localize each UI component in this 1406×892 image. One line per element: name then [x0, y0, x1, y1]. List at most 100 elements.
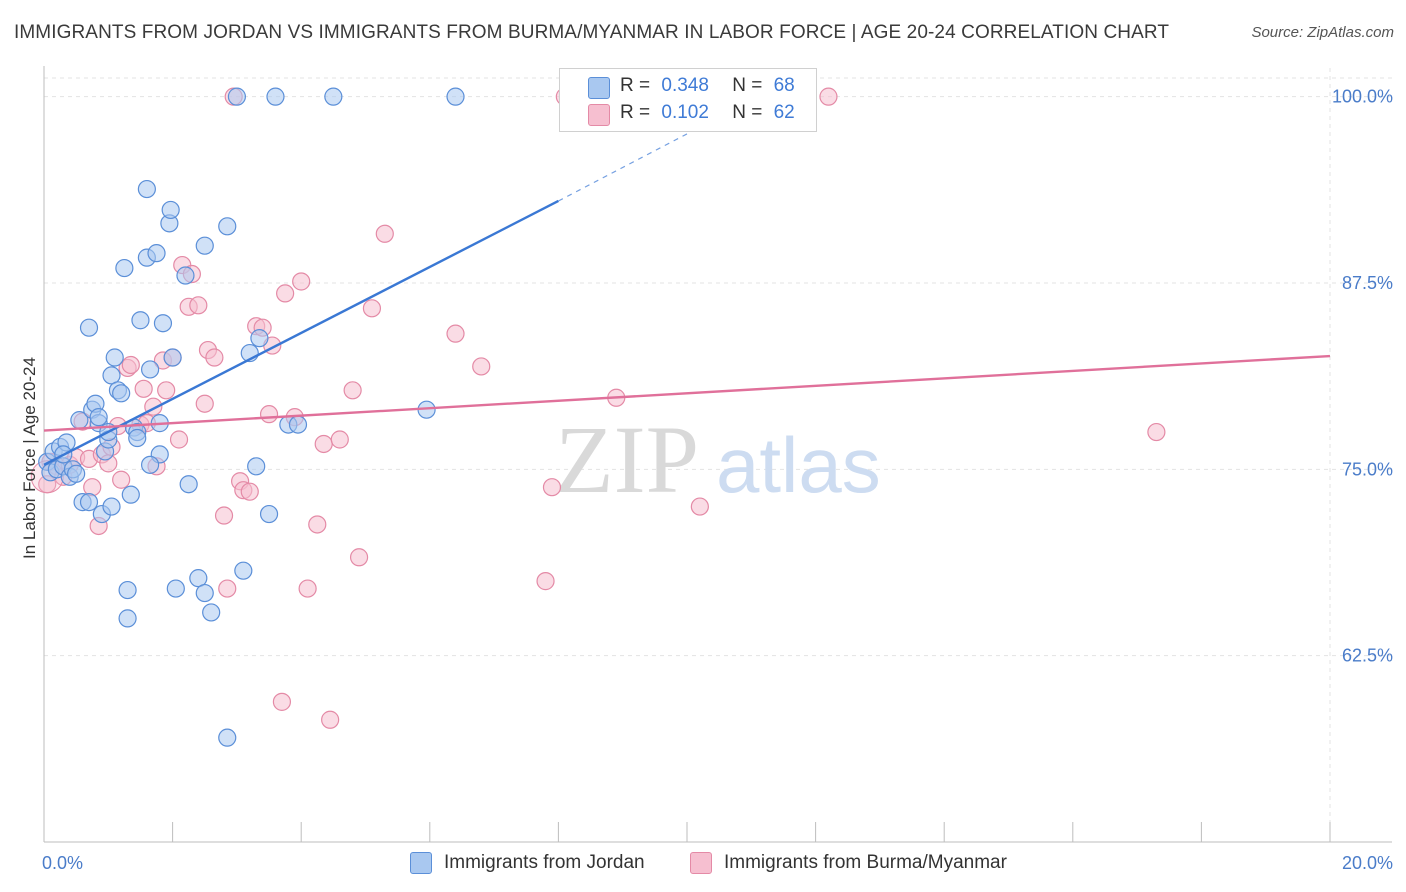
data-point — [375, 224, 394, 243]
data-point — [446, 324, 465, 343]
data-point — [324, 87, 343, 106]
trend-layer — [43, 133, 1331, 466]
data-point — [536, 572, 555, 591]
data-point — [195, 583, 214, 603]
data-point — [166, 579, 185, 598]
jordan-n-label: N = — [732, 75, 763, 96]
data-point — [195, 394, 214, 413]
y-tick-label: 87.5% — [1342, 273, 1393, 293]
jordan-points — [38, 87, 465, 747]
jordan-n-value: 68 — [773, 75, 795, 96]
data-point — [147, 244, 166, 263]
stats-legend: R = 0.348 N = 68 R = 0.102 N = 62 — [559, 68, 817, 132]
data-point — [161, 200, 180, 220]
burma-n-value: 62 — [773, 102, 795, 123]
data-point — [169, 430, 189, 449]
data-point — [153, 314, 173, 333]
data-point — [298, 579, 317, 598]
data-point — [272, 692, 292, 711]
burma-n-label: N = — [732, 102, 763, 123]
data-point — [140, 360, 160, 379]
data-point — [234, 561, 253, 580]
x-tick-label: 0.0% — [42, 853, 83, 873]
data-point — [362, 299, 382, 318]
jordan-trend-extension — [558, 133, 688, 202]
data-point — [131, 311, 150, 330]
data-point — [112, 470, 131, 489]
data-point — [189, 296, 208, 315]
data-point — [288, 415, 308, 434]
burma-r-value: 0.102 — [661, 102, 709, 123]
data-point — [102, 497, 121, 516]
data-point — [690, 497, 709, 516]
data-point — [308, 515, 327, 534]
data-point — [330, 430, 349, 449]
data-point — [266, 87, 285, 106]
data-point — [121, 355, 140, 375]
x-tick-label: 20.0% — [1342, 853, 1393, 873]
data-point — [321, 710, 340, 729]
data-point — [176, 266, 195, 285]
data-point — [115, 258, 134, 278]
data-point — [247, 457, 266, 476]
data-point — [472, 357, 491, 376]
data-point — [542, 478, 562, 497]
jordan-r-value: 0.348 — [661, 75, 709, 96]
data-point — [227, 87, 246, 106]
burma-swatch-icon — [588, 104, 610, 126]
data-point — [214, 506, 234, 525]
data-point — [349, 548, 369, 567]
data-point — [105, 348, 124, 367]
data-point — [195, 236, 214, 255]
source-credit: Source: ZipAtlas.com — [1251, 24, 1394, 41]
y-tick-label: 75.0% — [1342, 459, 1393, 479]
jordan-trend-line — [43, 199, 559, 466]
data-point — [1147, 422, 1166, 442]
data-point — [259, 504, 279, 524]
data-point — [112, 384, 131, 403]
data-point — [79, 318, 99, 337]
data-point — [202, 603, 221, 622]
data-point — [137, 179, 156, 199]
data-point — [118, 609, 137, 628]
data-point — [67, 464, 86, 483]
data-point — [446, 87, 465, 106]
jordan-r-label: R = — [620, 75, 651, 96]
data-point — [83, 478, 102, 497]
burma-trend-line — [43, 354, 1331, 432]
data-point — [118, 580, 137, 600]
y-tick-label: 100.0% — [1332, 87, 1393, 107]
data-point — [79, 493, 99, 512]
watermark: ZIP atlas — [555, 406, 881, 513]
data-point — [240, 482, 259, 501]
data-point — [128, 428, 147, 448]
data-point — [218, 217, 237, 236]
data-point — [179, 475, 198, 494]
y-tick-label: 62.5% — [1342, 646, 1393, 666]
data-point — [134, 379, 153, 398]
burma-r-label: R = — [620, 102, 651, 123]
data-point — [259, 405, 279, 424]
data-point — [343, 381, 362, 400]
data-point — [276, 284, 295, 303]
burma-legend-swatch-icon — [690, 852, 712, 874]
data-point — [89, 408, 108, 427]
data-point — [121, 485, 140, 504]
jordan-legend-swatch-icon — [410, 852, 432, 874]
jordan-swatch-icon — [588, 77, 610, 99]
burma-legend-label: Immigrants from Burma/Myanmar — [724, 852, 1007, 873]
y-axis-label: In Labor Force | Age 20-24 — [20, 357, 39, 559]
data-point — [163, 348, 182, 367]
data-point — [157, 381, 176, 400]
jordan-legend-label: Immigrants from Jordan — [444, 852, 645, 873]
data-point — [140, 455, 160, 474]
data-point — [292, 272, 311, 291]
watermark-zip: ZIP — [555, 406, 699, 513]
data-point — [218, 579, 237, 598]
data-point — [218, 728, 237, 747]
data-point — [314, 434, 333, 454]
axis-layer: 100.0% 87.5% 75.0% 62.5% 0.0% 20.0% — [42, 66, 1393, 873]
chart-title: IMMIGRANTS FROM JORDAN VS IMMIGRANTS FRO… — [14, 22, 1170, 43]
data-point — [819, 87, 838, 106]
